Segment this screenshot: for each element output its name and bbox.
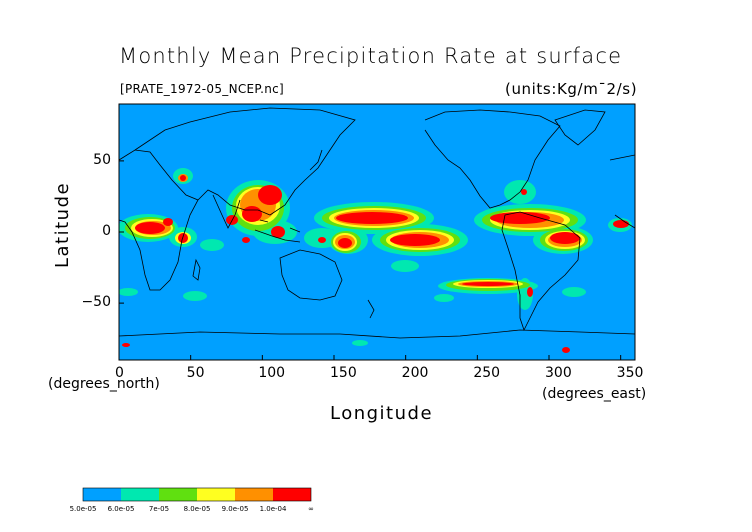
x-tick-label: 150 — [330, 365, 357, 381]
units-label: (units:Kg/m¯2/s) — [505, 80, 638, 98]
x-tick-label: 300 — [545, 365, 572, 381]
colorbar-label: 9.0e-05 — [221, 505, 249, 513]
x-tick-label: 250 — [473, 365, 501, 381]
colorbar-swatch — [159, 488, 197, 501]
colorbar-label: ∞ — [308, 505, 314, 513]
x-tick-label: 0 — [115, 365, 124, 381]
colorbar-swatch — [197, 488, 235, 501]
colorbar-label: 5.0e-05 — [69, 505, 97, 513]
chart-title: Monthly Mean Precipitation Rate at surfa… — [119, 44, 623, 68]
x-tick-label: 350 — [616, 365, 644, 381]
precipitation-field — [119, 168, 632, 353]
colorbar-label: 8.0e-05 — [183, 505, 211, 513]
axis-ticks — [118, 160, 622, 360]
colorbar-label: 7e-05 — [148, 505, 170, 513]
colorbar-label: 1.0e-04 — [259, 505, 287, 513]
y-unit-label: (degrees_east) — [542, 386, 647, 402]
coastlines — [119, 107, 635, 339]
colorbar-frame — [82, 487, 312, 502]
colorbar-swatch — [235, 488, 273, 501]
x-tick-label: 50 — [186, 365, 205, 381]
y-tick-label: −50 — [81, 294, 111, 311]
x-tick-label: 100 — [258, 365, 286, 381]
colorbar-swatch — [121, 488, 159, 501]
x-axis-title: Longitude — [330, 403, 434, 424]
x-unit-label: (degrees_north) — [48, 376, 160, 392]
colorbar-label: 6.0e-05 — [107, 505, 135, 513]
y-tick-label: 50 — [93, 151, 111, 168]
colorbar-swatch — [83, 488, 121, 501]
x-tick-label: 200 — [401, 365, 429, 381]
colorbar-swatch — [273, 488, 311, 501]
file-label: [PRATE_1972-05_NCEP.nc] — [120, 82, 285, 96]
y-tick-label: 0 — [102, 223, 111, 239]
